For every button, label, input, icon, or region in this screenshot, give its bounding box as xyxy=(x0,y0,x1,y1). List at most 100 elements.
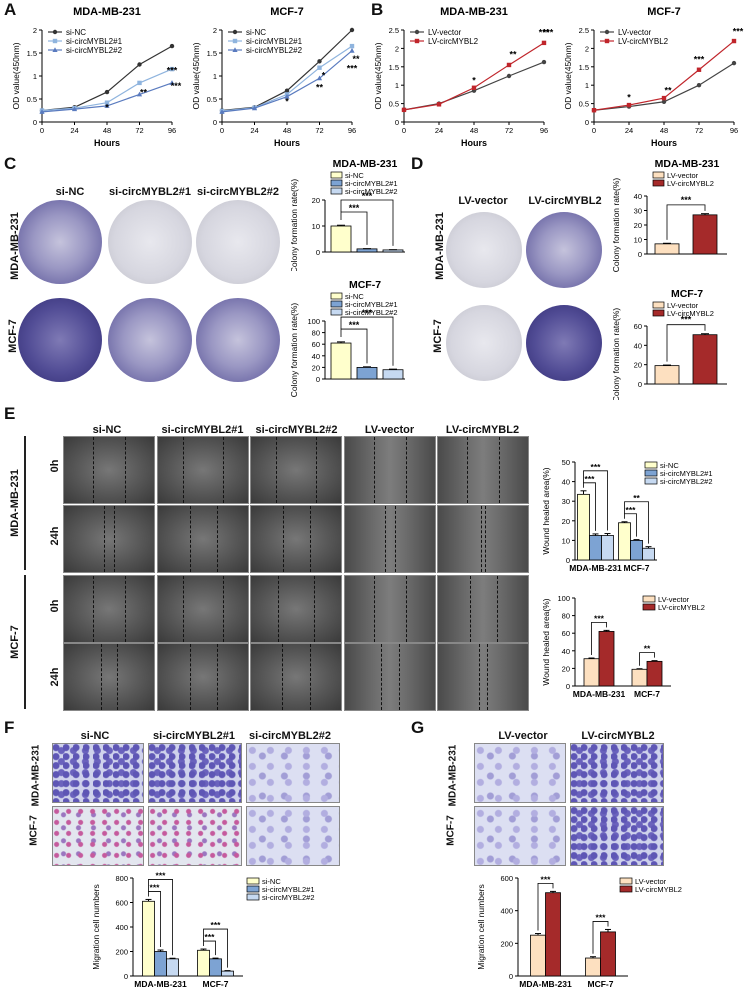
x-tick-label: 48 xyxy=(660,126,668,135)
wound-image xyxy=(250,436,342,504)
significance-bracket xyxy=(624,513,637,537)
colony-dish xyxy=(108,298,192,382)
legend-label: si-NC xyxy=(660,461,679,470)
significance-mark: *** xyxy=(585,474,596,484)
chart-title: MDA-MB-231 xyxy=(333,158,398,170)
colony-dish xyxy=(18,298,102,382)
transwell-image xyxy=(474,806,566,866)
significance-mark: *** xyxy=(156,870,167,880)
panel-label-b: B xyxy=(371,0,384,19)
significance-mark: *** xyxy=(349,320,360,330)
legend-label: si-circMYBL2#1 xyxy=(660,469,713,478)
wound-image xyxy=(157,643,249,711)
legend-label: si-circMYBL2#1 xyxy=(66,37,123,46)
y-tick-label: 1 xyxy=(33,72,37,81)
y-tick-label: 0 xyxy=(316,375,320,384)
x-tick-label: 96 xyxy=(348,126,356,135)
significance-mark: *** xyxy=(596,912,607,922)
y-tick-label: 800 xyxy=(115,874,128,883)
col-label: si-circMYBL2#2 xyxy=(249,730,331,742)
y-tick-label: 50 xyxy=(562,458,570,467)
y-axis-label: Migration cell numbers xyxy=(91,884,101,970)
group-bracket xyxy=(24,436,26,570)
legend-marker xyxy=(414,38,420,44)
chart-title: MDA-MB-231 xyxy=(73,6,141,18)
significance-bracket xyxy=(148,879,173,956)
wound-edge-line xyxy=(498,437,500,503)
legend-label: si-circMYBL2#2 xyxy=(345,308,398,317)
wound-image xyxy=(437,643,529,711)
y-tick-label: 60 xyxy=(634,322,642,331)
legend-label: LV-vector xyxy=(635,877,667,886)
y-axis-label: OD value(450nm) xyxy=(191,42,201,109)
bar xyxy=(530,934,546,977)
data-point xyxy=(284,93,290,99)
wound-image xyxy=(63,436,155,504)
data-point xyxy=(541,40,547,46)
x-tick-label: 24 xyxy=(70,126,78,135)
y-tick-label: 600 xyxy=(115,899,128,908)
significance-mark: *** xyxy=(150,882,161,892)
significance-mark: *** xyxy=(539,28,550,38)
legend-swatch xyxy=(652,301,665,309)
data-point xyxy=(436,102,442,107)
significance-mark: * xyxy=(285,97,289,107)
transwell-image xyxy=(52,743,144,803)
data-point xyxy=(696,67,702,72)
data-point xyxy=(251,105,258,111)
significance-bracket xyxy=(340,328,368,364)
legend-swatch xyxy=(619,877,633,885)
x-tick-label: 72 xyxy=(695,126,703,135)
bar xyxy=(545,892,561,977)
legend-label: si-NC xyxy=(246,28,266,37)
legend-swatch xyxy=(642,603,656,611)
significance-mark: ** xyxy=(316,83,324,93)
col-label: si-NC xyxy=(92,424,122,436)
legend-marker xyxy=(232,29,238,35)
y-tick-label: 1 xyxy=(585,81,589,90)
x-category-label: MCF-7 xyxy=(624,563,650,573)
data-point xyxy=(349,27,355,33)
legend-marker xyxy=(414,29,420,35)
y-tick-label: 40 xyxy=(562,647,570,656)
legend-label: si-NC xyxy=(345,171,364,180)
colony-dish xyxy=(446,212,522,288)
col-label: si-circMYBL2#1 xyxy=(109,186,191,198)
wound-edge-line xyxy=(480,506,482,572)
bar xyxy=(209,958,222,977)
col-label: si-circMYBL2#1 xyxy=(161,424,244,436)
y-tick-label: 10 xyxy=(312,222,320,231)
legend-marker xyxy=(52,47,58,52)
bar xyxy=(154,951,167,977)
x-axis-label: Hours xyxy=(94,138,120,148)
wound-image xyxy=(63,505,155,573)
significance-mark: *** xyxy=(347,63,358,73)
legend-label: si-circMYBL2#2 xyxy=(660,477,713,486)
x-axis-label: Hours xyxy=(274,138,300,148)
wound-edge-line xyxy=(182,437,184,503)
col-label: si-NC xyxy=(80,730,110,742)
colony-dish xyxy=(196,298,280,382)
panel-label-a: A xyxy=(4,0,17,19)
y-tick-label: 2 xyxy=(395,44,399,53)
legend-swatch xyxy=(330,171,343,179)
wound-image xyxy=(250,505,342,573)
x-tick-label: 24 xyxy=(625,126,633,135)
wound-edge-line xyxy=(223,437,225,503)
data-point xyxy=(104,89,110,95)
legend-marker xyxy=(52,29,58,35)
colony-dish xyxy=(526,305,602,381)
data-point xyxy=(661,95,667,101)
col-label: LV-vector xyxy=(364,424,415,436)
bar xyxy=(583,658,600,687)
data-point xyxy=(317,59,322,64)
y-tick-label: 10 xyxy=(634,236,642,245)
legend-label: LV-vector xyxy=(667,171,699,180)
colony-dish xyxy=(196,200,280,284)
significance-bracket xyxy=(592,921,609,954)
y-tick-label: 0.5 xyxy=(207,95,217,104)
y-tick-label: 0 xyxy=(585,118,589,127)
data-point xyxy=(349,47,355,53)
legend-label: si-circMYBL2#1 xyxy=(262,885,315,894)
data-point xyxy=(626,102,632,108)
